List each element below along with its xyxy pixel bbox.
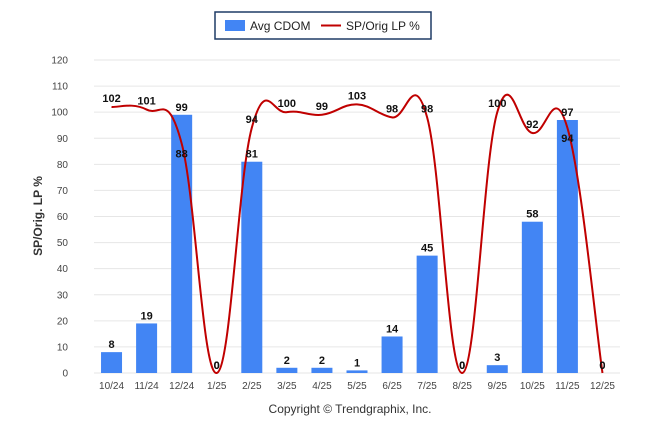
bar-value-label: 0 (459, 360, 465, 372)
line-value-label: 100 (278, 98, 296, 110)
legend-swatch-bar (225, 20, 245, 31)
line-value-label: 98 (421, 103, 433, 115)
line-value-label: 0 (459, 360, 465, 372)
line-point (111, 106, 113, 108)
bar-value-label: 19 (140, 310, 152, 322)
y-tick-label: 110 (52, 82, 68, 93)
x-tick-label: 8/25 (452, 381, 472, 392)
line-point (146, 109, 148, 111)
line-point (531, 132, 533, 134)
x-axis-ticks: 10/24 11/24 12/24 1/25 2/25 3/25 4/25 5/25 6/25 7… (99, 381, 615, 392)
y-tick-label: 50 (57, 238, 69, 249)
bar-value-label: 99 (176, 102, 188, 114)
bar (556, 119, 578, 373)
y-tick-label: 10 (57, 342, 69, 353)
y-axis-title: SP/Orig. LP % (31, 176, 45, 256)
bar (311, 367, 333, 373)
bar-value-label: 45 (421, 243, 433, 255)
line-series (111, 93, 604, 375)
line-point (321, 114, 323, 116)
x-tick-label: 4/25 (312, 381, 332, 392)
line-value-label: 0 (214, 360, 220, 372)
line-value-label: 101 (137, 96, 155, 108)
bar (381, 336, 403, 373)
bar-value-label: 8 (108, 339, 114, 351)
y-tick-label: 60 (57, 212, 69, 223)
copyright-text: Copyright © Trendgraphix, Inc. (269, 402, 432, 416)
line-value-label: 99 (316, 101, 328, 113)
line-value-label: 92 (526, 119, 538, 131)
y-axis-ticks: 0 10 20 30 40 50 60 70 80 90 100 110 120 (51, 56, 68, 380)
bar-value-label: 81 (246, 149, 258, 161)
bar (276, 367, 298, 373)
bar-value-label: 3 (494, 352, 500, 364)
bar-value-label: 1 (354, 357, 360, 369)
bar (486, 365, 508, 373)
line-value-label: 0 (599, 360, 605, 372)
line-point (286, 111, 288, 113)
bars (101, 114, 578, 374)
line-point (601, 372, 603, 374)
bar (346, 370, 368, 373)
x-tick-label: 11/24 (134, 381, 159, 392)
y-tick-label: 0 (62, 369, 68, 380)
y-tick-label: 90 (57, 134, 69, 145)
line-point (566, 127, 568, 129)
line-value-label: 102 (102, 93, 120, 105)
bar (171, 114, 193, 374)
line-value-label: 94 (561, 133, 574, 145)
bar (136, 323, 158, 373)
line-point (216, 372, 218, 374)
x-tick-label: 10/25 (520, 381, 545, 392)
y-tick-label: 70 (57, 186, 69, 197)
line-point (356, 103, 358, 105)
x-tick-label: 12/24 (169, 381, 194, 392)
sp-orig-lp-line (111, 93, 604, 375)
bar-value-label: 58 (526, 209, 538, 221)
bar-value-label: 97 (561, 107, 573, 119)
line-point (426, 116, 428, 118)
y-tick-label: 80 (57, 160, 69, 171)
line-point (461, 372, 463, 374)
y-tick-label: 120 (51, 56, 68, 67)
y-tick-label: 20 (57, 316, 69, 327)
bar (416, 255, 438, 373)
bar (101, 352, 123, 373)
line-value-label: 94 (246, 114, 259, 126)
line-value-label: 88 (176, 148, 188, 160)
x-tick-label: 1/25 (207, 381, 227, 392)
y-tick-label: 40 (57, 264, 69, 275)
legend-label-line: SP/Orig LP % (346, 19, 420, 33)
y-tick-label: 30 (57, 290, 69, 301)
line-point (251, 127, 253, 129)
line-point (496, 111, 498, 113)
bar (241, 161, 263, 373)
bar-value-label: 0 (599, 360, 605, 372)
x-tick-label: 7/25 (417, 381, 437, 392)
x-tick-label: 2/25 (242, 381, 262, 392)
bar-value-label: 14 (386, 323, 399, 335)
x-tick-label: 10/24 (99, 381, 124, 392)
legend: Avg CDOM SP/Orig LP % (214, 11, 432, 40)
legend-label-bar: Avg CDOM (250, 19, 310, 33)
bar-value-label: 2 (319, 355, 325, 367)
line-value-label: 100 (488, 98, 506, 110)
x-tick-label: 6/25 (382, 381, 402, 392)
bar-value-label: 2 (284, 355, 290, 367)
y-tick-label: 100 (51, 108, 68, 119)
bar-value-label: 0 (214, 360, 220, 372)
line-point (181, 142, 183, 144)
line-value-label: 103 (348, 90, 366, 102)
line-point (391, 116, 393, 118)
bar (521, 221, 543, 373)
x-tick-label: 5/25 (347, 381, 367, 392)
x-tick-label: 3/25 (277, 381, 297, 392)
x-tick-label: 9/25 (488, 381, 508, 392)
x-tick-label: 12/25 (590, 381, 615, 392)
line-value-label: 98 (386, 103, 398, 115)
x-tick-label: 11/25 (555, 381, 580, 392)
